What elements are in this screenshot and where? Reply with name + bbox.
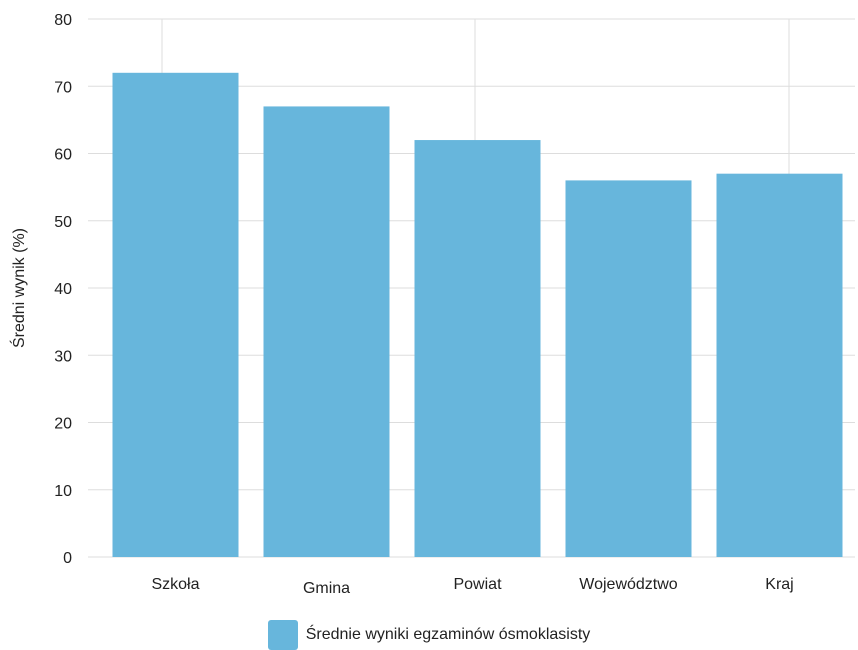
bar xyxy=(263,106,390,558)
y-tick-label: 40 xyxy=(54,281,72,298)
bars xyxy=(112,72,843,558)
bar xyxy=(112,72,239,558)
x-tick-label: Powiat xyxy=(453,576,502,593)
x-tick-label: Szkoła xyxy=(151,576,199,593)
bar-chart: 0 10 20 30 40 50 60 70 80 Szkoła Gmina Powiat Wojewó… xyxy=(9,12,855,597)
y-tick-label: 80 xyxy=(54,12,72,29)
y-tick-label: 20 xyxy=(54,416,72,433)
y-tick-label: 0 xyxy=(63,550,72,567)
y-tick-label: 30 xyxy=(54,348,72,365)
legend-swatch xyxy=(267,620,298,650)
bar xyxy=(565,180,692,557)
x-tick-label: Kraj xyxy=(765,576,793,593)
x-tick-label: Województwo xyxy=(579,576,678,593)
bar xyxy=(716,173,843,558)
y-tick-label: 70 xyxy=(54,79,72,96)
y-axis-title: Średni wynik (%) xyxy=(9,228,28,348)
tick-labels: 0 10 20 30 40 50 60 70 80 Szkoła Gmina Powiat Wojewó… xyxy=(54,12,794,597)
x-tick-label: Gmina xyxy=(303,580,350,597)
legend: Średnie wyniki egzaminów ósmoklasisty xyxy=(0,620,858,650)
bar xyxy=(414,140,541,558)
y-tick-label: 50 xyxy=(54,214,72,231)
y-tick-label: 60 xyxy=(54,147,72,164)
y-tick-label: 10 xyxy=(54,483,72,500)
legend-label: Średnie wyniki egzaminów ósmoklasisty xyxy=(305,626,591,643)
